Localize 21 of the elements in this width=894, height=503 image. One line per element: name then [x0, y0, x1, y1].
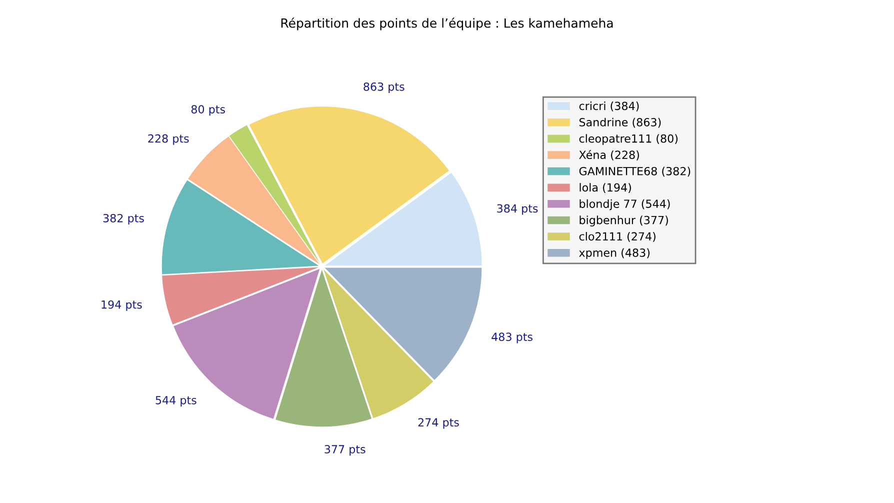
legend-label: bigbenhur (377): [580, 216, 668, 226]
legend-label: Sandrine (863): [579, 118, 661, 128]
legend-label: xpmen (483): [579, 248, 650, 260]
data-label: 377 pts: [324, 445, 366, 456]
legend-label: blondje 77 (544): [580, 199, 670, 210]
data-label: 863 pts: [364, 82, 404, 94]
legend-label: cricri (384): [579, 102, 639, 112]
data-label: 228 pts: [148, 134, 189, 145]
legend-label: lola (194): [580, 183, 631, 193]
data-label: 544 pts: [156, 396, 196, 407]
data-label: 382 pts: [103, 214, 144, 225]
data-label: 384 pts: [497, 204, 538, 215]
data-label: 274 pts: [418, 418, 459, 429]
legend-label: clo2111 (274): [579, 232, 656, 242]
legend-label: Xéna (228): [579, 150, 639, 160]
legend-label: cleopatre111 (80): [579, 134, 678, 145]
data-label: 194 pts: [102, 300, 142, 311]
legend-label: GAMINETTE68 (382): [579, 166, 690, 177]
chart-title: Répartition des points de l’équipe : Les kamehameha: [281, 18, 613, 30]
data-label: 80 pts: [191, 105, 225, 116]
data-label: 483 pts: [492, 332, 532, 344]
